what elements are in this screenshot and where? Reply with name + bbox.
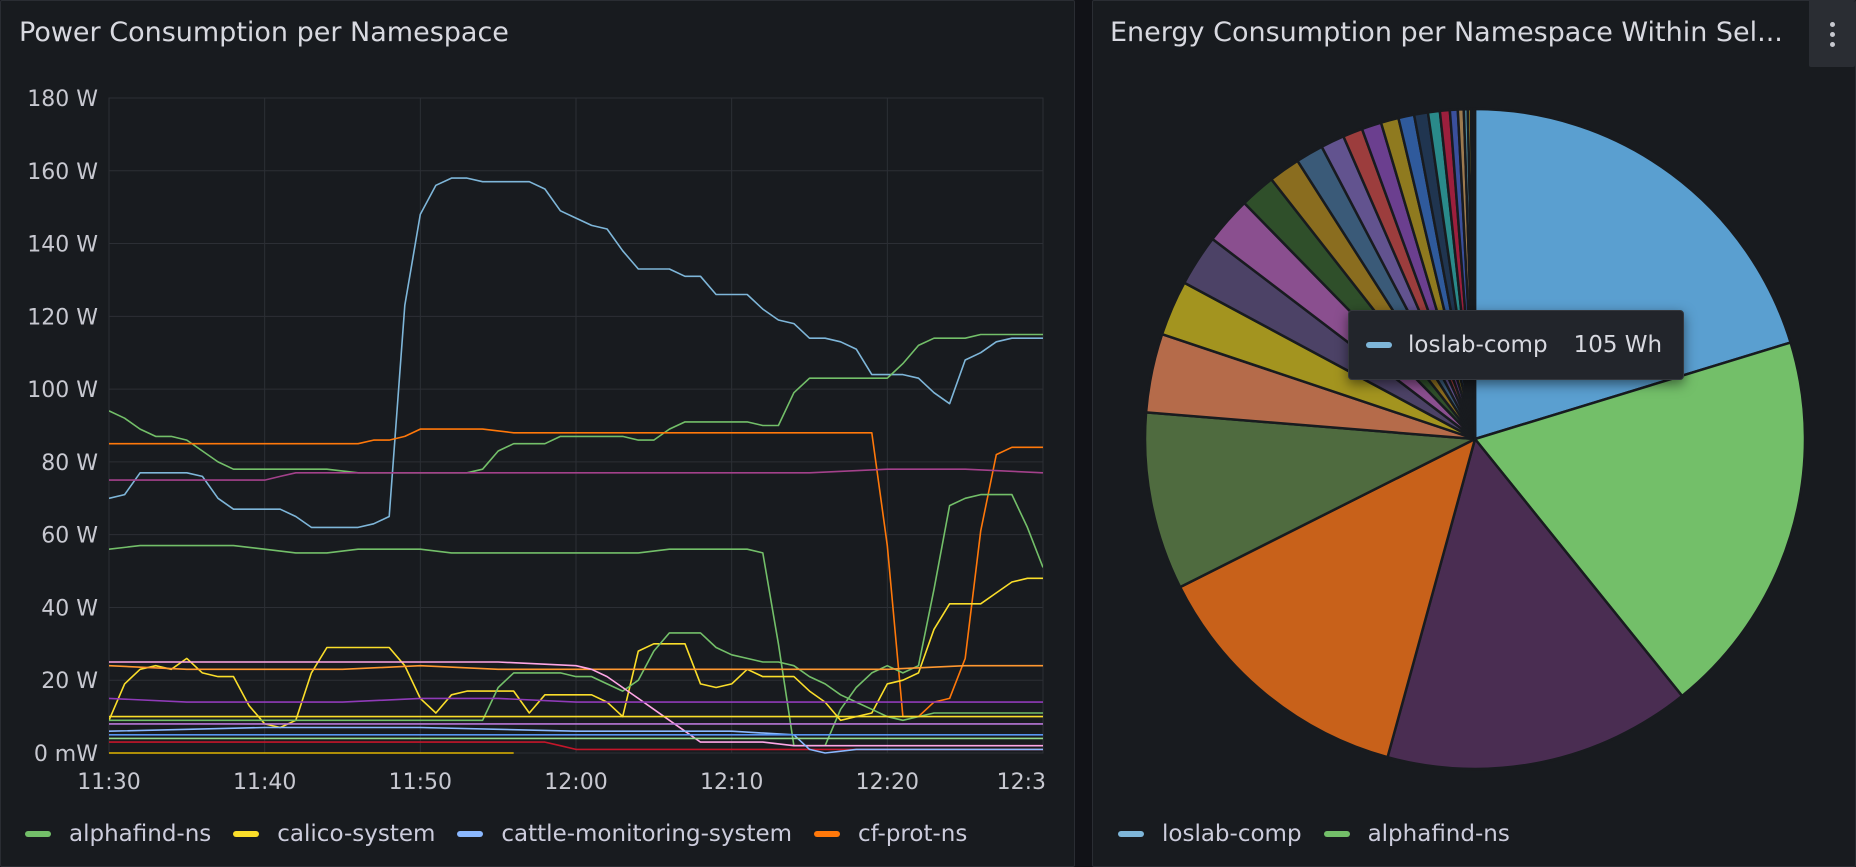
- legend-item[interactable]: cf-prot-ns: [814, 821, 967, 847]
- panel-title: Energy Consumption per Namespace Within …: [1110, 17, 1783, 48]
- x-tick-label: 11:40: [233, 770, 296, 795]
- y-tick-label: 80 W: [41, 451, 98, 476]
- series-line-7[interactable]: [109, 664, 1043, 671]
- legend-color-swatch: [814, 831, 841, 837]
- series-line-3[interactable]: [109, 468, 1043, 481]
- plot-area: [108, 97, 1044, 754]
- x-tick-label: 11:50: [389, 770, 452, 795]
- legend-item[interactable]: cattle-monitoring-system: [457, 821, 792, 847]
- energy-pie-chart[interactable]: [1093, 1, 1856, 801]
- y-tick-label: 180 W: [27, 87, 98, 112]
- x-tick-label: 12:20: [856, 770, 919, 795]
- legend-label: alphafind-ns: [1367, 821, 1510, 847]
- pie-slice-3[interactable]: [1178, 437, 1477, 759]
- legend-item[interactable]: alphafind-ns: [1323, 821, 1510, 847]
- panel-menu-button[interactable]: [1809, 1, 1855, 67]
- legend-color-swatch: [1118, 831, 1144, 837]
- grid-lines: [108, 97, 1044, 754]
- tooltip-value: 105 Wh: [1573, 332, 1663, 358]
- series-line-0[interactable]: [109, 177, 1043, 529]
- chart-legend: alphafind-ns calico-system cattle-monitori…: [25, 821, 989, 847]
- series-line-8[interactable]: [109, 661, 1043, 747]
- legend-item[interactable]: loslab-comp: [1118, 821, 1302, 847]
- y-tick-label: 100 W: [27, 378, 98, 403]
- y-tick-label: 0 mW: [34, 742, 98, 767]
- y-tick-label: 120 W: [27, 305, 98, 330]
- chart-legend: loslab-comp alphafind-ns: [1118, 821, 1532, 847]
- legend-color-swatch: [25, 831, 51, 837]
- legend-label: alphafind-ns: [69, 821, 212, 847]
- legend-label: loslab-comp: [1162, 821, 1302, 847]
- tooltip-color-swatch: [1366, 342, 1392, 348]
- pie-slice-2[interactable]: [1386, 437, 1684, 771]
- legend-label: cattle-monitoring-system: [501, 821, 793, 847]
- series-group: [109, 177, 1043, 754]
- x-tick-label: 12:3: [997, 770, 1046, 795]
- legend-item[interactable]: alphafind-ns: [25, 821, 211, 847]
- series-line-11[interactable]: [109, 741, 1043, 751]
- series-line-6[interactable]: [109, 632, 1043, 722]
- power-line-chart[interactable]: 0 mW 20 W 40 W 60 W 80 W 100 W 120 W 140 W 160 W…: [1, 1, 1076, 801]
- x-tick-label: 12:00: [544, 770, 607, 795]
- series-line-4[interactable]: [109, 493, 1043, 747]
- pie-slice-25[interactable]: [1472, 107, 1477, 441]
- tooltip-label: loslab-comp: [1408, 332, 1548, 358]
- y-tick-label: 40 W: [41, 596, 98, 621]
- legend-label: calico-system: [277, 821, 436, 847]
- legend-color-swatch: [1323, 831, 1350, 837]
- y-tick-label: 140 W: [27, 233, 98, 258]
- y-tick-label: 20 W: [41, 669, 98, 694]
- x-tick-label: 12:10: [700, 770, 763, 795]
- panel-title: Power Consumption per Namespace: [19, 17, 509, 48]
- pie-slice-1[interactable]: [1473, 341, 1807, 698]
- legend-item[interactable]: calico-system: [233, 821, 435, 847]
- legend-color-swatch: [233, 831, 260, 837]
- power-consumption-panel[interactable]: Power Consumption per Namespace 0 mW 20 W…: [0, 0, 1075, 867]
- energy-consumption-panel[interactable]: Energy Consumption per Namespace Within …: [1092, 0, 1856, 867]
- legend-color-swatch: [457, 831, 484, 837]
- legend-label: cf-prot-ns: [858, 821, 968, 847]
- x-tick-label: 11:30: [77, 770, 140, 795]
- y-tick-label: 60 W: [41, 524, 98, 549]
- pie-tooltip: loslab-comp 105 Wh: [1348, 310, 1684, 380]
- series-line-1[interactable]: [109, 333, 1043, 474]
- pie-slice-4[interactable]: [1143, 411, 1477, 589]
- y-tick-label: 160 W: [27, 160, 98, 185]
- vertical-dots-icon: [1829, 21, 1835, 27]
- series-line-9[interactable]: [109, 697, 1043, 703]
